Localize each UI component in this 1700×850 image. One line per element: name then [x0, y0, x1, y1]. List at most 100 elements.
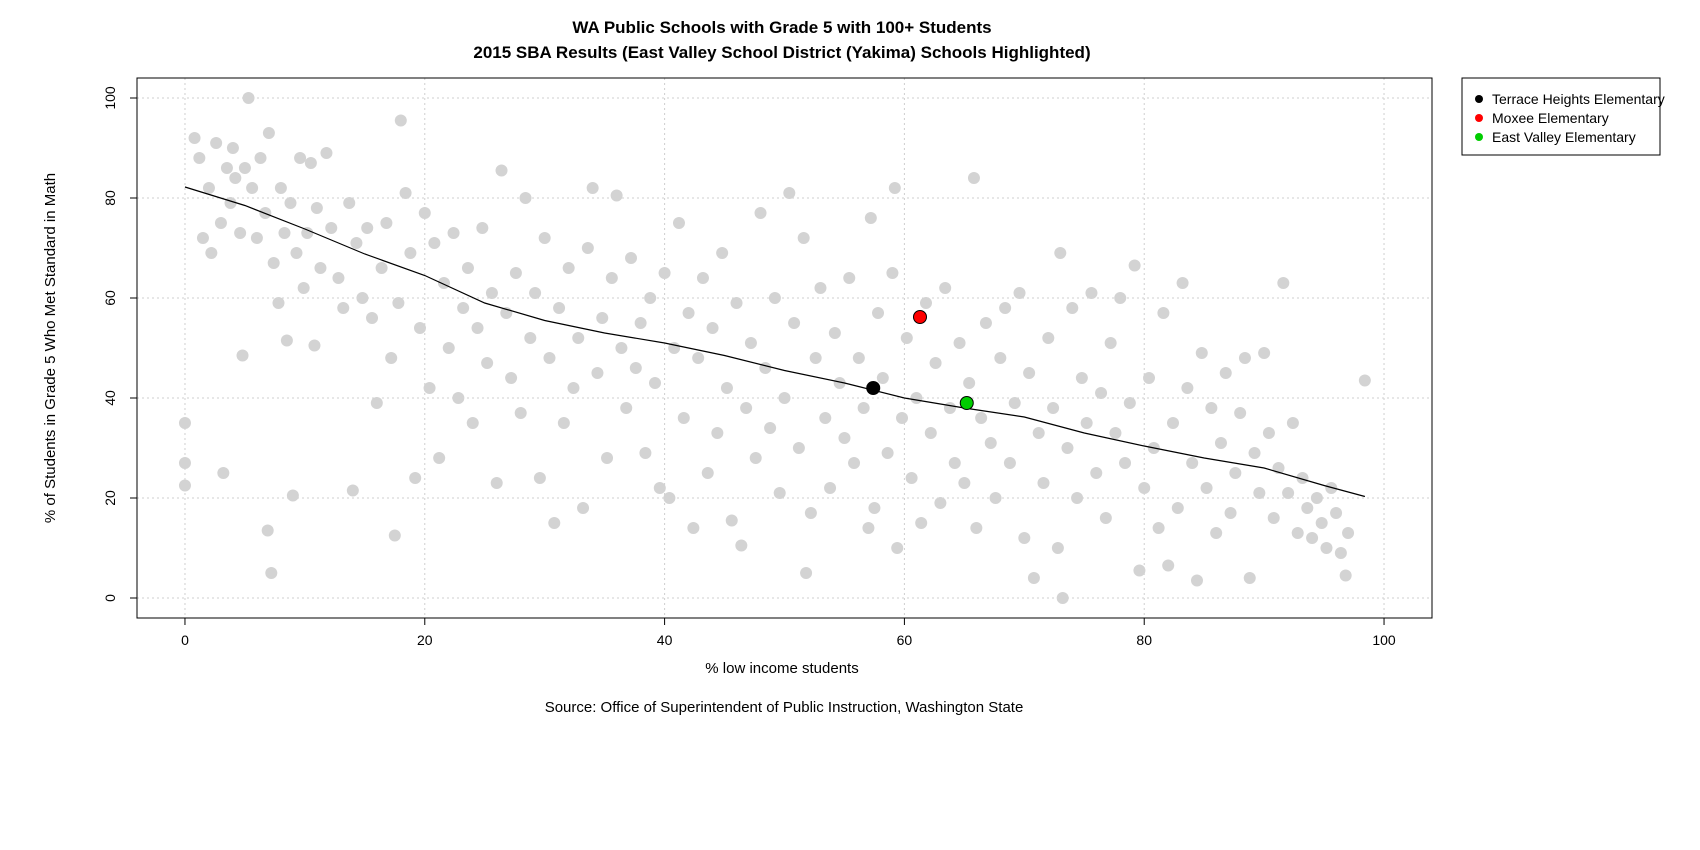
data-point: [1032, 427, 1045, 439]
data-point: [346, 484, 359, 497]
data-point: [1104, 337, 1117, 349]
data-point: [1152, 522, 1165, 534]
data-point: [265, 567, 278, 579]
data-point: [1310, 492, 1323, 504]
data-point: [629, 362, 642, 374]
data-point: [350, 237, 363, 249]
data-point: [361, 222, 374, 234]
data-point: [1296, 472, 1309, 484]
source-note: Source: Office of Superintendent of Publ…: [545, 699, 1024, 716]
data-point: [1080, 417, 1093, 429]
data-point: [658, 267, 671, 279]
data-point: [868, 502, 881, 514]
data-point: [178, 417, 191, 429]
data-point: [250, 232, 263, 244]
data-point: [217, 467, 230, 479]
data-point: [220, 162, 233, 174]
data-point: [236, 349, 249, 362]
data-point: [272, 297, 285, 309]
y-tick-label: 0: [102, 594, 118, 602]
data-point: [740, 402, 753, 414]
data-point: [581, 242, 594, 254]
data-point: [910, 392, 923, 404]
data-point: [687, 522, 700, 534]
data-point: [872, 307, 885, 319]
data-point: [792, 442, 805, 454]
data-point: [337, 302, 350, 314]
data-point: [924, 427, 937, 439]
data-point: [297, 282, 310, 294]
legend: Terrace Heights Elementary Moxee Elementa…: [1461, 77, 1665, 156]
data-point: [943, 402, 956, 414]
data-point: [1133, 564, 1146, 577]
data-point: [304, 157, 317, 169]
data-point: [692, 352, 705, 364]
data-point: [1248, 447, 1261, 459]
data-point: [929, 357, 942, 369]
data-point: [242, 92, 255, 104]
x-axis-label: % low income students: [705, 660, 858, 677]
data-point: [1075, 372, 1088, 384]
data-point: [1176, 277, 1189, 289]
data-point: [1291, 527, 1304, 539]
data-point: [819, 412, 832, 424]
data-point: [388, 529, 401, 542]
data-point: [548, 517, 561, 529]
data-point: [1253, 487, 1266, 499]
data-point: [833, 377, 846, 389]
legend-label: East Valley Elementary: [1492, 129, 1636, 145]
data-point: [485, 287, 498, 299]
data-point: [193, 152, 206, 164]
data-point: [848, 457, 861, 469]
x-tick-label: 60: [897, 632, 913, 648]
data-point: [343, 197, 356, 209]
data-point: [1205, 402, 1218, 414]
data-point: [509, 267, 522, 279]
chart-title: WA Public Schools with Grade 5 with 100+…: [572, 18, 991, 37]
data-point: [314, 262, 327, 274]
data-point: [413, 322, 426, 334]
data-point: [759, 362, 772, 374]
data-point: [543, 352, 556, 364]
data-point: [320, 147, 333, 159]
data-point: [1262, 427, 1275, 439]
data-point: [696, 272, 709, 284]
data-point: [979, 317, 992, 329]
data-point: [481, 357, 494, 369]
x-tick-label: 100: [1372, 632, 1396, 648]
data-point: [1315, 517, 1328, 529]
data-point: [1229, 467, 1242, 479]
data-point: [1277, 277, 1290, 289]
trend-line: [184, 186, 1366, 498]
data-point: [824, 482, 837, 494]
legend-label: Moxee Elementary: [1492, 110, 1609, 126]
data-point: [1138, 482, 1151, 494]
grid: [137, 78, 1432, 618]
data-point: [672, 217, 685, 229]
data-point: [701, 467, 714, 479]
data-point: [1071, 492, 1084, 504]
data-point: [178, 457, 191, 469]
data-point: [284, 197, 297, 209]
data-point: [370, 397, 383, 409]
data-point: [1047, 402, 1060, 414]
data-point: [744, 337, 757, 349]
data-point: [332, 272, 345, 284]
data-point: [764, 422, 777, 434]
data-point: [1109, 427, 1122, 439]
data-point: [1162, 559, 1175, 572]
data-point: [963, 377, 976, 389]
data-point: [857, 402, 870, 414]
y-tick-label: 20: [102, 490, 118, 506]
data-point: [984, 437, 997, 449]
data-point: [519, 192, 532, 204]
data-point: [999, 302, 1012, 314]
data-point: [620, 402, 633, 414]
data-point: [843, 272, 856, 284]
data-point: [1085, 287, 1098, 299]
data-point: [905, 472, 918, 484]
data-point: [809, 352, 822, 364]
x-tick-label: 20: [417, 632, 433, 648]
data-point: [310, 202, 323, 214]
